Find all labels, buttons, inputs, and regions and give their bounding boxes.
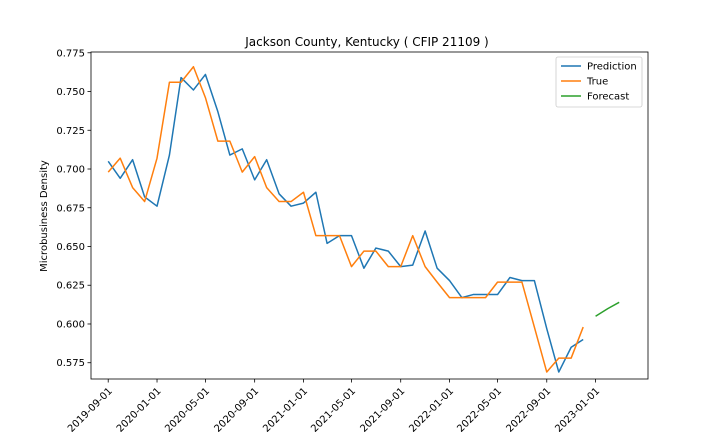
y-tick-label: 0.750 (56, 87, 85, 98)
series-line-2 (595, 301, 620, 317)
y-tick-label: 0.575 (56, 358, 85, 369)
y-tick-label: 0.675 (56, 203, 85, 214)
y-tick-label: 0.625 (56, 281, 85, 292)
legend: Prediction True Forecast (555, 56, 643, 108)
y-tick-label: 0.600 (56, 319, 85, 330)
series-layer (107, 65, 620, 373)
legend-label-1: True (586, 77, 608, 88)
y-tick-label: 0.650 (56, 242, 85, 253)
y-tick-label: 0.775 (56, 48, 85, 59)
legend-label-2: Forecast (587, 92, 629, 103)
legend-box (555, 56, 643, 108)
chart-title: Jackson County, Kentucky ( CFIP 21109 ) (244, 35, 488, 49)
y-axis-title: Microbusiness Density (39, 160, 50, 272)
legend-label-0: Prediction (587, 62, 637, 73)
series-line-1 (107, 65, 584, 373)
plot-frame (90, 51, 649, 380)
series-line-0 (107, 73, 584, 373)
y-tick-label: 0.725 (56, 126, 85, 137)
y-tick-label: 0.700 (56, 165, 85, 176)
